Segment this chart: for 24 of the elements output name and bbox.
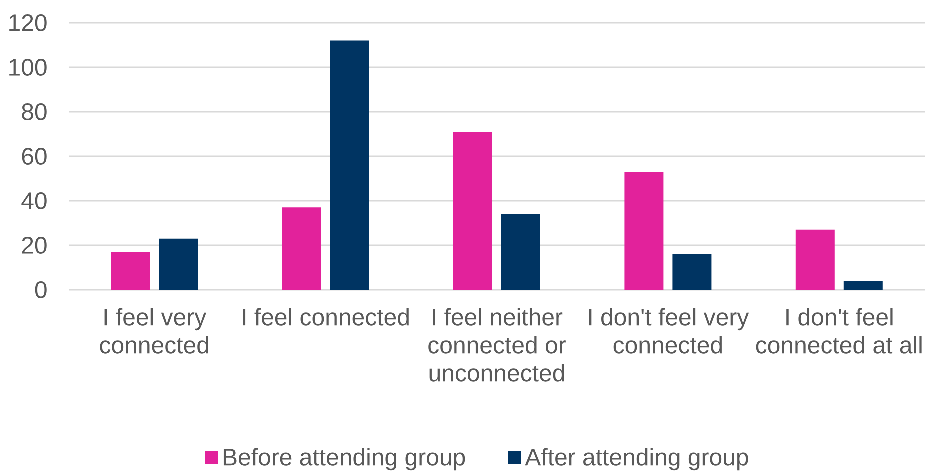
bar	[844, 281, 883, 290]
y-tick-label: 80	[22, 104, 47, 120]
x-tick-label: I feel connected	[243, 308, 409, 326]
y-tick-label: 120	[10, 14, 47, 32]
bar	[796, 230, 835, 290]
bar	[672, 254, 712, 290]
bar	[330, 40, 370, 290]
y-tick-label: 0	[35, 282, 47, 298]
x-tick-label: I feel very connected	[100, 308, 208, 354]
y-tick-label: 40	[22, 192, 47, 210]
x-tick-label: I don't feel very connected	[589, 308, 750, 354]
bar	[624, 172, 664, 290]
x-tick-label: I don't feel connected at all	[756, 308, 922, 354]
legend-label: Before attending group	[224, 448, 466, 471]
y-tick-label: 20	[22, 237, 47, 254]
y-tick-label: 60	[22, 148, 47, 165]
bar	[111, 252, 150, 290]
bar	[282, 208, 322, 290]
bar	[159, 238, 198, 290]
x-tick-label: I feel neither connected or unconnected	[428, 308, 566, 382]
bar	[454, 132, 493, 290]
legend-label: After attending group	[525, 448, 748, 471]
bar	[502, 214, 540, 290]
y-tick-label: 100	[10, 59, 47, 76]
